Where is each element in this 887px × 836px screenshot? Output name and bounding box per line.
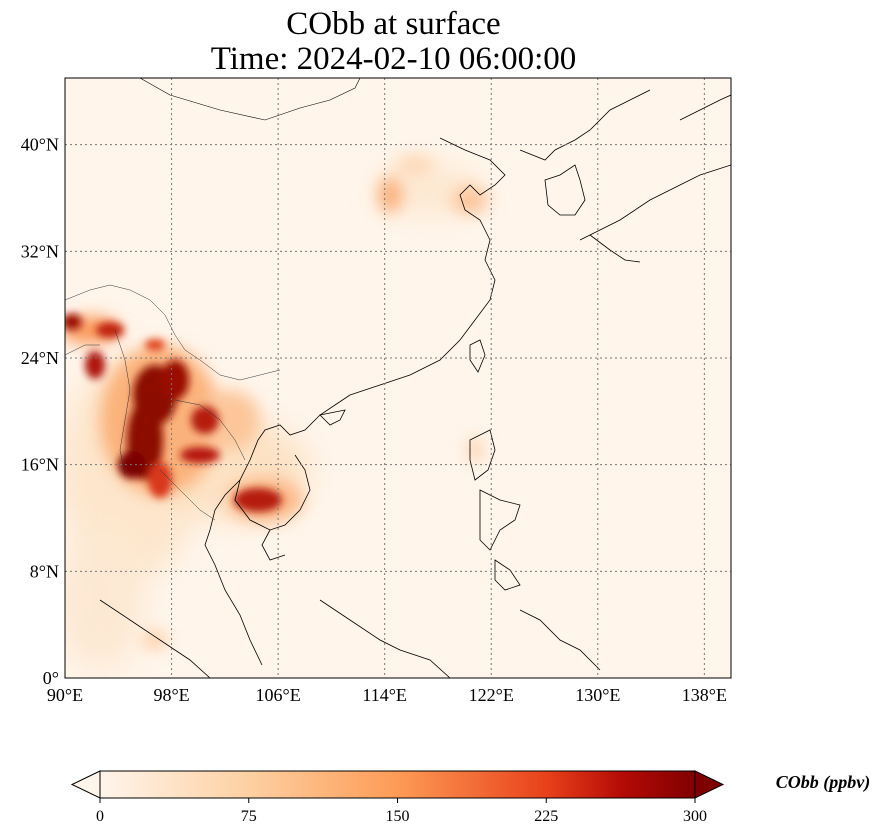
- colorbar: 0 75 150 225 300 CObb (ppbv): [70, 770, 870, 825]
- lon-tick-label: 98°E: [153, 685, 189, 705]
- lat-tick-label: 16°N: [21, 455, 59, 475]
- lon-tick-label: 130°E: [575, 685, 620, 705]
- country-borders: [65, 284, 281, 521]
- colorbar-title: CObb (ppbv): [776, 772, 870, 793]
- colorbar-tick-label: 0: [96, 808, 104, 825]
- lat-tick-label: 8°N: [30, 561, 59, 581]
- colorbar-tick-label: 300: [683, 808, 707, 825]
- colorbar-extend-min: [70, 770, 101, 799]
- coastlines: [99, 78, 731, 678]
- lat-tick-label: 40°N: [21, 135, 59, 155]
- map-frame: [64, 77, 732, 679]
- lon-tick-label: 114°E: [362, 685, 407, 705]
- map-title: CObb at surface: [286, 6, 501, 42]
- colorbar-tick-label: 75: [241, 808, 257, 825]
- lat-tick-label: 24°N: [21, 348, 59, 368]
- lat-tick-label: 32°N: [21, 241, 59, 261]
- lat-tick-label: 0°: [43, 668, 59, 688]
- lon-tick-label: 90°E: [47, 685, 83, 705]
- colorbar-ticks: 0 75 150 225 300: [96, 798, 707, 825]
- lon-tick-labels: 90°E 98°E 106°E 114°E 122°E 130°E 138°E: [47, 685, 727, 705]
- lat-tick-labels: 0° 8°N 16°N 24°N 32°N 40°N: [21, 135, 59, 688]
- lon-tick-label: 138°E: [682, 685, 727, 705]
- colorbar-tick-label: 225: [534, 808, 558, 825]
- colorbar-gradient: [100, 771, 695, 798]
- concentration-field: [65, 155, 488, 670]
- lon-tick-label: 122°E: [469, 685, 514, 705]
- lon-tick-label: 106°E: [256, 685, 301, 705]
- map-subtitle: Time: 2024-02-10 06:00:00: [210, 41, 577, 77]
- colorbar-tick-label: 150: [386, 808, 410, 825]
- gridlines: [65, 78, 731, 678]
- colorbar-extend-max: [694, 770, 725, 799]
